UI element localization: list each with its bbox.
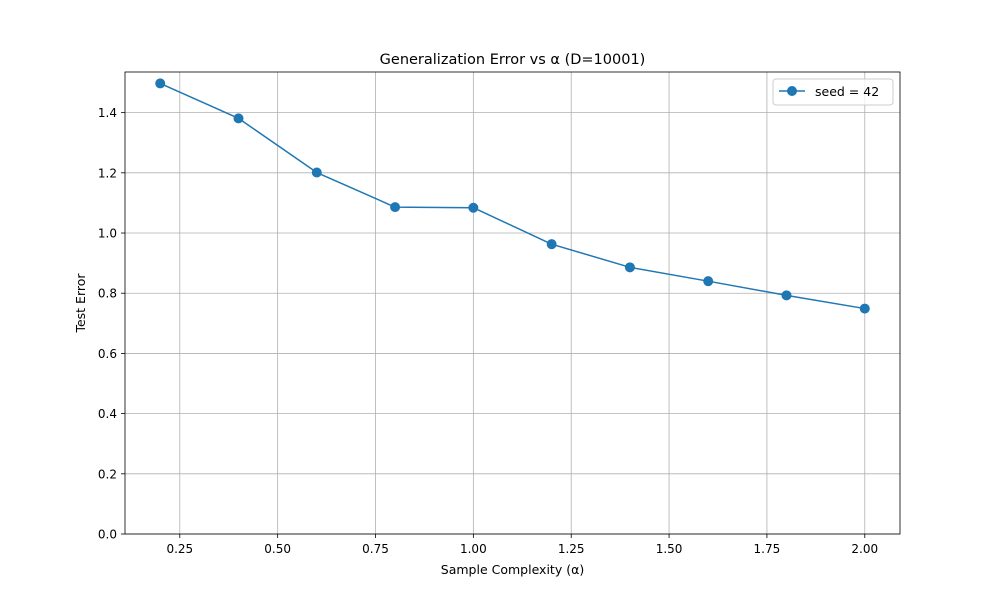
y-tick-label: 1.0 — [98, 227, 117, 241]
x-tick-label: 1.75 — [754, 542, 781, 556]
x-tick-label: 0.25 — [166, 542, 193, 556]
y-tick-label: 1.4 — [98, 106, 117, 120]
x-tick-label: 1.25 — [558, 542, 585, 556]
x-axis-ticks: 0.25 0.50 0.75 1.00 1.25 1.50 1.75 2.00 — [166, 534, 878, 556]
data-point — [155, 78, 166, 89]
data-point — [781, 290, 792, 301]
y-axis-ticks: 0.0 0.2 0.4 0.6 0.8 1.0 1.2 1.4 — [98, 106, 125, 542]
data-point — [859, 303, 870, 314]
y-tick-label: 0.8 — [98, 287, 117, 301]
data-point — [624, 262, 635, 273]
legend-marker-swatch — [787, 86, 797, 96]
x-tick-label: 0.50 — [264, 542, 291, 556]
series-line — [159, 82, 865, 310]
series-group — [155, 78, 870, 314]
data-point — [233, 113, 244, 124]
legend-frame — [772, 78, 894, 106]
x-tick-label: 1.50 — [656, 542, 683, 556]
data-point — [546, 239, 557, 250]
data-point — [311, 167, 322, 178]
x-tick-label: 0.75 — [362, 542, 389, 556]
plot-area-frame — [124, 71, 901, 535]
y-tick-label: 0.6 — [98, 347, 117, 361]
x-axis-label: Sample Complexity (α) — [441, 562, 584, 577]
legend-label: seed = 42 — [815, 84, 879, 99]
y-tick-label: 0.4 — [98, 407, 117, 421]
y-axis-label: Test Error — [73, 273, 88, 334]
legend[interactable]: seed = 42 — [772, 78, 894, 106]
data-point — [703, 276, 714, 287]
x-tick-label: 2.00 — [851, 542, 878, 556]
y-tick-label: 0.0 — [98, 528, 117, 542]
chart-title: Generalization Error vs α (D=10001) — [380, 52, 646, 68]
grid — [125, 72, 900, 535]
y-tick-label: 1.2 — [98, 166, 117, 180]
y-tick-label: 0.2 — [98, 467, 117, 481]
data-point — [390, 202, 401, 213]
data-point — [468, 202, 479, 213]
x-tick-label: 1.00 — [460, 542, 487, 556]
